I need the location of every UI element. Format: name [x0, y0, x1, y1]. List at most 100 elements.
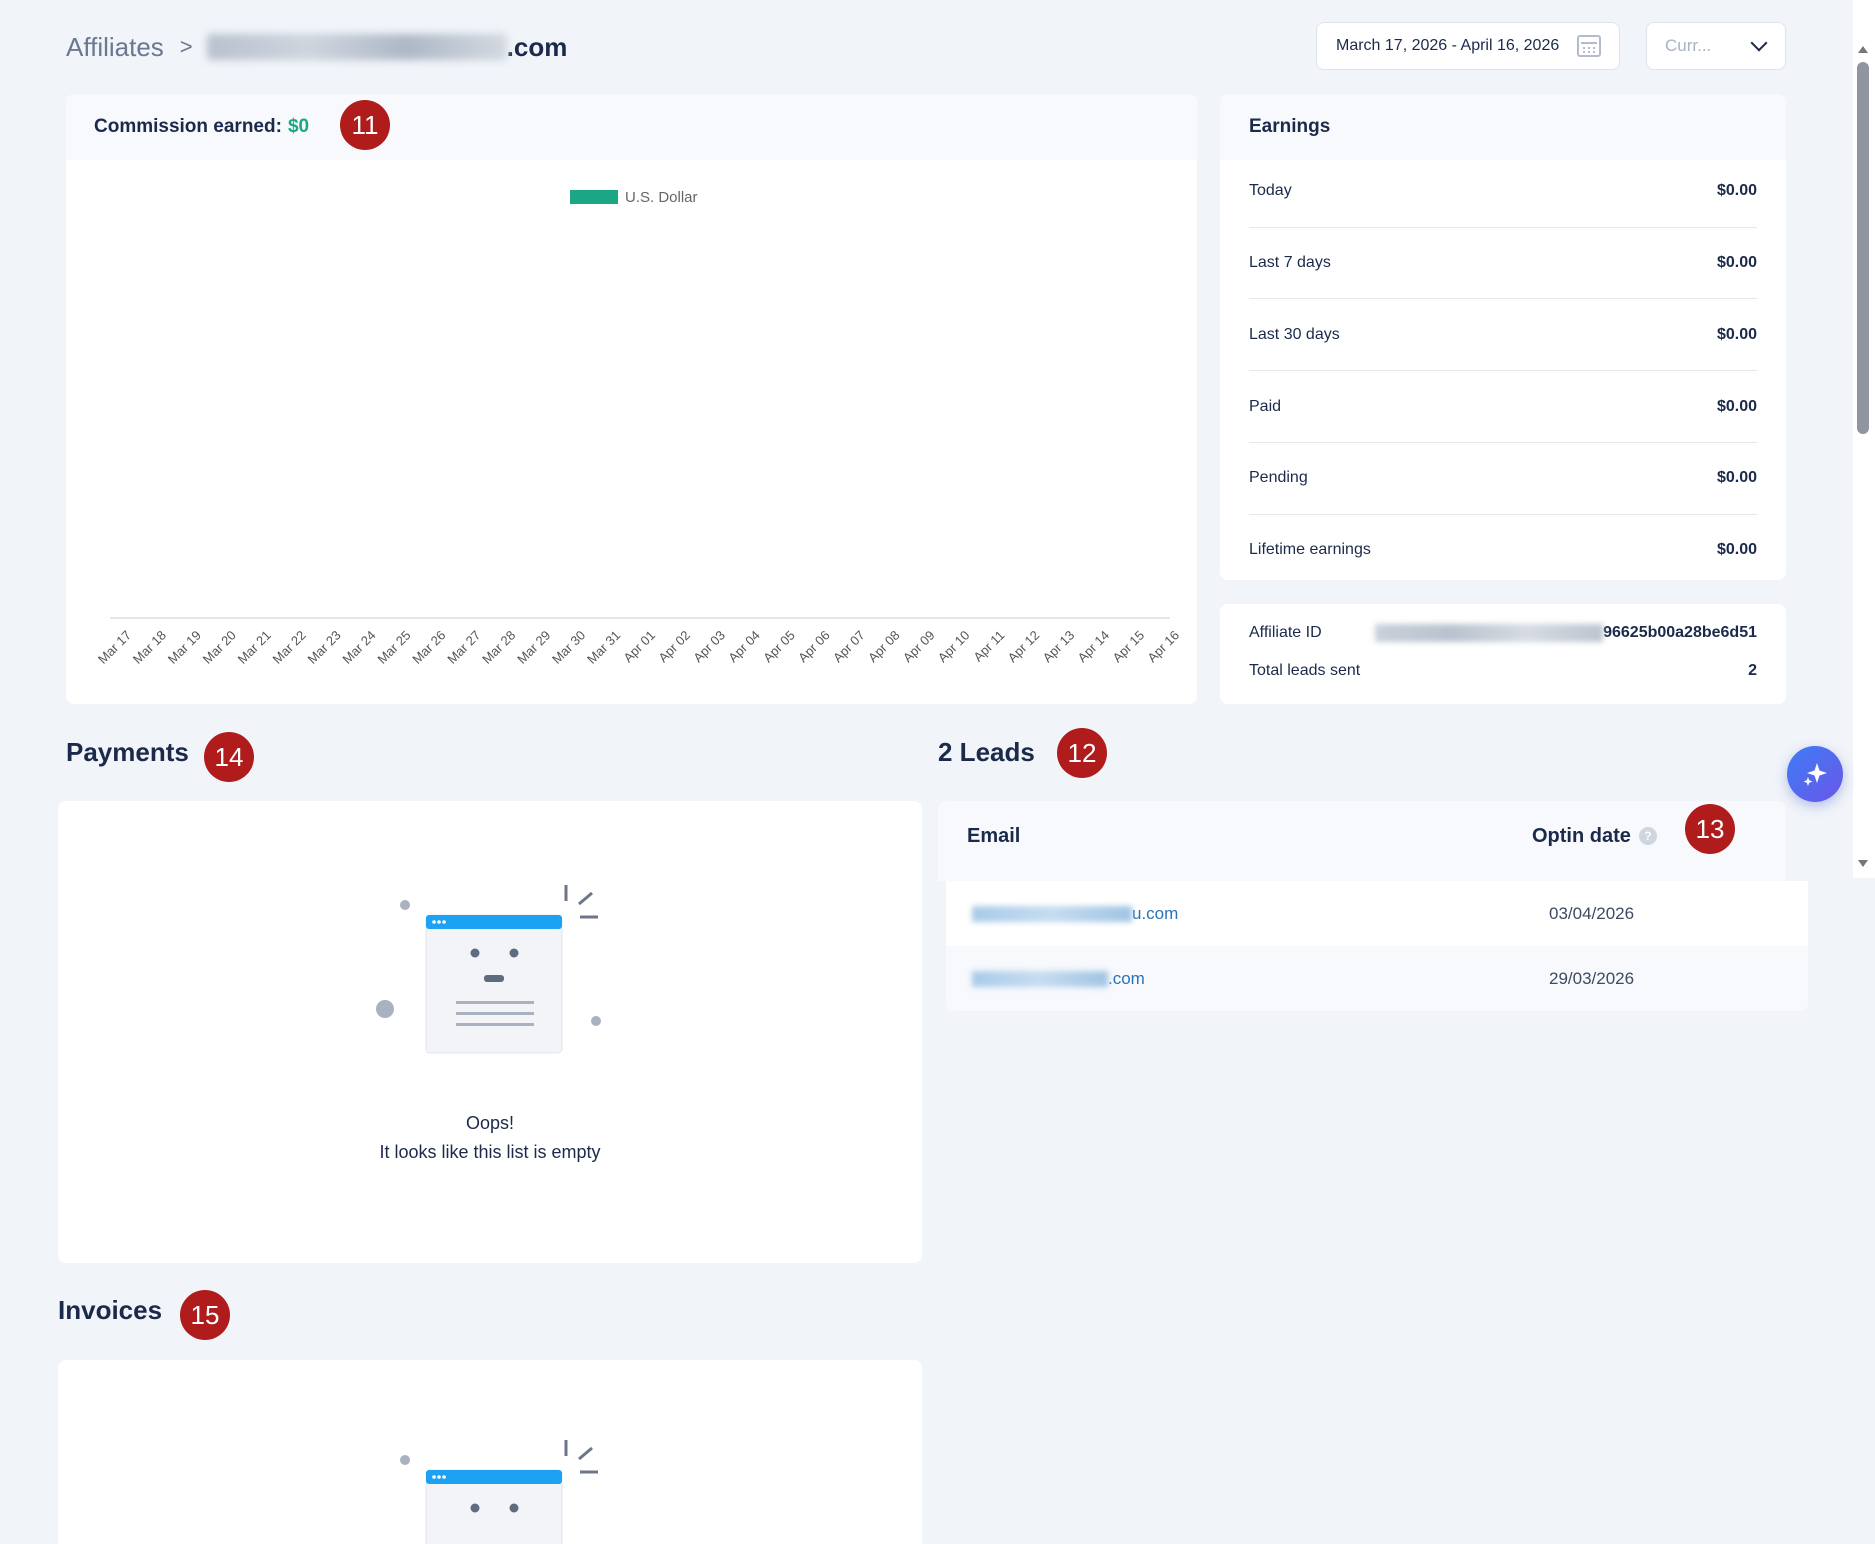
x-tick-label: Mar 25	[374, 628, 413, 667]
leads-table-header: Email Optin date?	[938, 801, 1786, 881]
x-tick-label: Apr 15	[1109, 628, 1147, 666]
x-tick-label: Apr 04	[725, 628, 763, 666]
sparkle-icon	[1803, 763, 1827, 786]
breadcrumb: Affiliates > .com	[66, 30, 567, 64]
lead-optin-date: 29/03/2026	[1549, 968, 1635, 988]
x-tick-label: Apr 02	[655, 628, 693, 666]
commission-header: Commission earned: $0	[66, 94, 1197, 160]
x-tick-label: Mar 24	[339, 628, 378, 667]
x-tick-label: Mar 17	[95, 628, 134, 667]
x-tick-label: Mar 18	[130, 628, 169, 667]
total-leads-label: Total leads sent	[1249, 662, 1361, 679]
commission-amount: $0	[287, 116, 310, 137]
annotation-badge-13: 13	[1685, 804, 1735, 854]
earnings-label: Last 30 days	[1249, 326, 1340, 343]
x-tick-label: Apr 01	[620, 628, 658, 666]
x-tick-label: Apr 16	[1144, 628, 1182, 666]
annotation-badge-15: 15	[180, 1290, 230, 1340]
x-tick-label: Mar 30	[549, 628, 588, 667]
affiliate-id-label: Affiliate ID	[1249, 624, 1322, 641]
breadcrumb-separator: >	[179, 34, 193, 59]
earnings-value: $0.00	[1716, 469, 1757, 486]
x-tick-label: Mar 26	[409, 628, 448, 667]
x-tick-label: Mar 23	[304, 628, 343, 667]
earnings-row-last-30-days: Last 30 days $0.00	[1249, 320, 1757, 350]
ai-assistant-button[interactable]	[1787, 746, 1843, 802]
earnings-row-lifetime: Lifetime earnings $0.00	[1249, 535, 1757, 565]
affiliate-info-card: Affiliate ID 96625b00a28be6d51 Total lea…	[1220, 604, 1786, 704]
x-tick-label: Mar 28	[479, 628, 518, 667]
divider	[1249, 298, 1757, 299]
column-optin-date[interactable]: Optin date?	[1532, 825, 1657, 848]
x-tick-label: Apr 14	[1075, 628, 1113, 666]
earnings-value: $0.00	[1716, 182, 1757, 199]
earnings-label: Paid	[1249, 398, 1282, 415]
x-tick-label: Mar 19	[165, 628, 204, 667]
leads-title: 2 Leads	[938, 737, 1035, 767]
annotation-badge-11: 11	[340, 100, 390, 150]
date-range-value: March 17, 2026 - April 16, 2026	[1336, 37, 1560, 54]
empty-title: Oops!	[465, 1113, 515, 1133]
column-optin-date-label: Optin date	[1532, 825, 1631, 847]
scroll-up-arrow-icon[interactable]	[1858, 46, 1868, 53]
lead-email-link[interactable]: .com	[972, 969, 1145, 989]
scroll-down-arrow-icon[interactable]	[1858, 860, 1868, 867]
affiliate-id-visible: 96625b00a28be6d51	[1603, 624, 1757, 641]
x-tick-label: Apr 06	[795, 628, 833, 666]
divider	[1249, 442, 1757, 443]
table-row: .com 29/03/2026	[946, 946, 1808, 1011]
x-tick-label: Mar 20	[200, 628, 239, 667]
redacted-email-blur	[972, 905, 1132, 922]
lead-optin-date: 03/04/2026	[1549, 903, 1635, 923]
divider	[1249, 514, 1757, 515]
empty-list-illustration	[376, 885, 601, 1054]
x-tick-label: Mar 22	[270, 628, 309, 667]
lead-email-suffix: .com	[1108, 968, 1145, 988]
lead-email-suffix: u.com	[1132, 903, 1179, 923]
earnings-value: $0.00	[1716, 398, 1757, 415]
date-range-picker[interactable]: March 17, 2026 - April 16, 2026	[1316, 22, 1620, 70]
invoices-card	[58, 1360, 922, 1544]
divider	[1249, 370, 1757, 371]
empty-message: It looks like this list is empty	[379, 1142, 601, 1162]
total-leads-row: Total leads sent 2	[1249, 662, 1757, 680]
total-leads-value: 2	[1748, 662, 1757, 679]
redacted-email-blur	[972, 970, 1108, 987]
earnings-label: Lifetime earnings	[1249, 541, 1371, 558]
affiliate-id-row: Affiliate ID 96625b00a28be6d51	[1249, 624, 1757, 642]
legend-swatch[interactable]	[570, 190, 618, 204]
x-tick-label: Apr 12	[1005, 628, 1043, 666]
redacted-id-blur	[1375, 624, 1604, 642]
x-tick-label: Apr 09	[900, 628, 938, 666]
x-tick-label: Apr 10	[935, 628, 973, 666]
calendar-icon	[1577, 35, 1601, 57]
payments-title: Payments	[66, 737, 189, 767]
annotation-badge-14: 14	[204, 732, 254, 782]
x-tick-label: Mar 29	[514, 628, 553, 667]
x-tick-label: Apr 13	[1040, 628, 1078, 666]
lead-email-link[interactable]: u.com	[972, 904, 1178, 924]
x-tick-label: Mar 31	[584, 628, 623, 667]
column-email[interactable]: Email	[967, 825, 1021, 847]
breadcrumb-current: .com	[506, 31, 568, 62]
annotation-badge-12: 12	[1057, 728, 1107, 778]
redacted-email-blur	[206, 34, 507, 60]
affiliate-id-value: 96625b00a28be6d51	[1375, 624, 1757, 642]
currency-placeholder: Curr...	[1665, 36, 1712, 55]
x-tick-label: Apr 11	[970, 628, 1007, 665]
invoices-title: Invoices	[58, 1295, 163, 1325]
commission-card: Commission earned: $0 U.S. Dollar Mar 17…	[66, 94, 1197, 704]
info-icon[interactable]: ?	[1638, 827, 1657, 845]
commission-label: Commission earned:	[94, 116, 282, 137]
divider	[1249, 227, 1757, 228]
x-tick-label: Apr 08	[865, 628, 903, 666]
earnings-label: Last 7 days	[1249, 254, 1331, 271]
scrollbar-thumb[interactable]	[1857, 62, 1869, 434]
x-tick-label: Mar 21	[235, 628, 274, 667]
currency-select[interactable]: Curr...	[1646, 22, 1786, 70]
earnings-label: Today	[1249, 182, 1292, 199]
x-tick-label: Apr 03	[690, 628, 728, 666]
breadcrumb-affiliates-link[interactable]: Affiliates	[66, 31, 164, 62]
table-row: u.com 03/04/2026	[946, 881, 1808, 946]
